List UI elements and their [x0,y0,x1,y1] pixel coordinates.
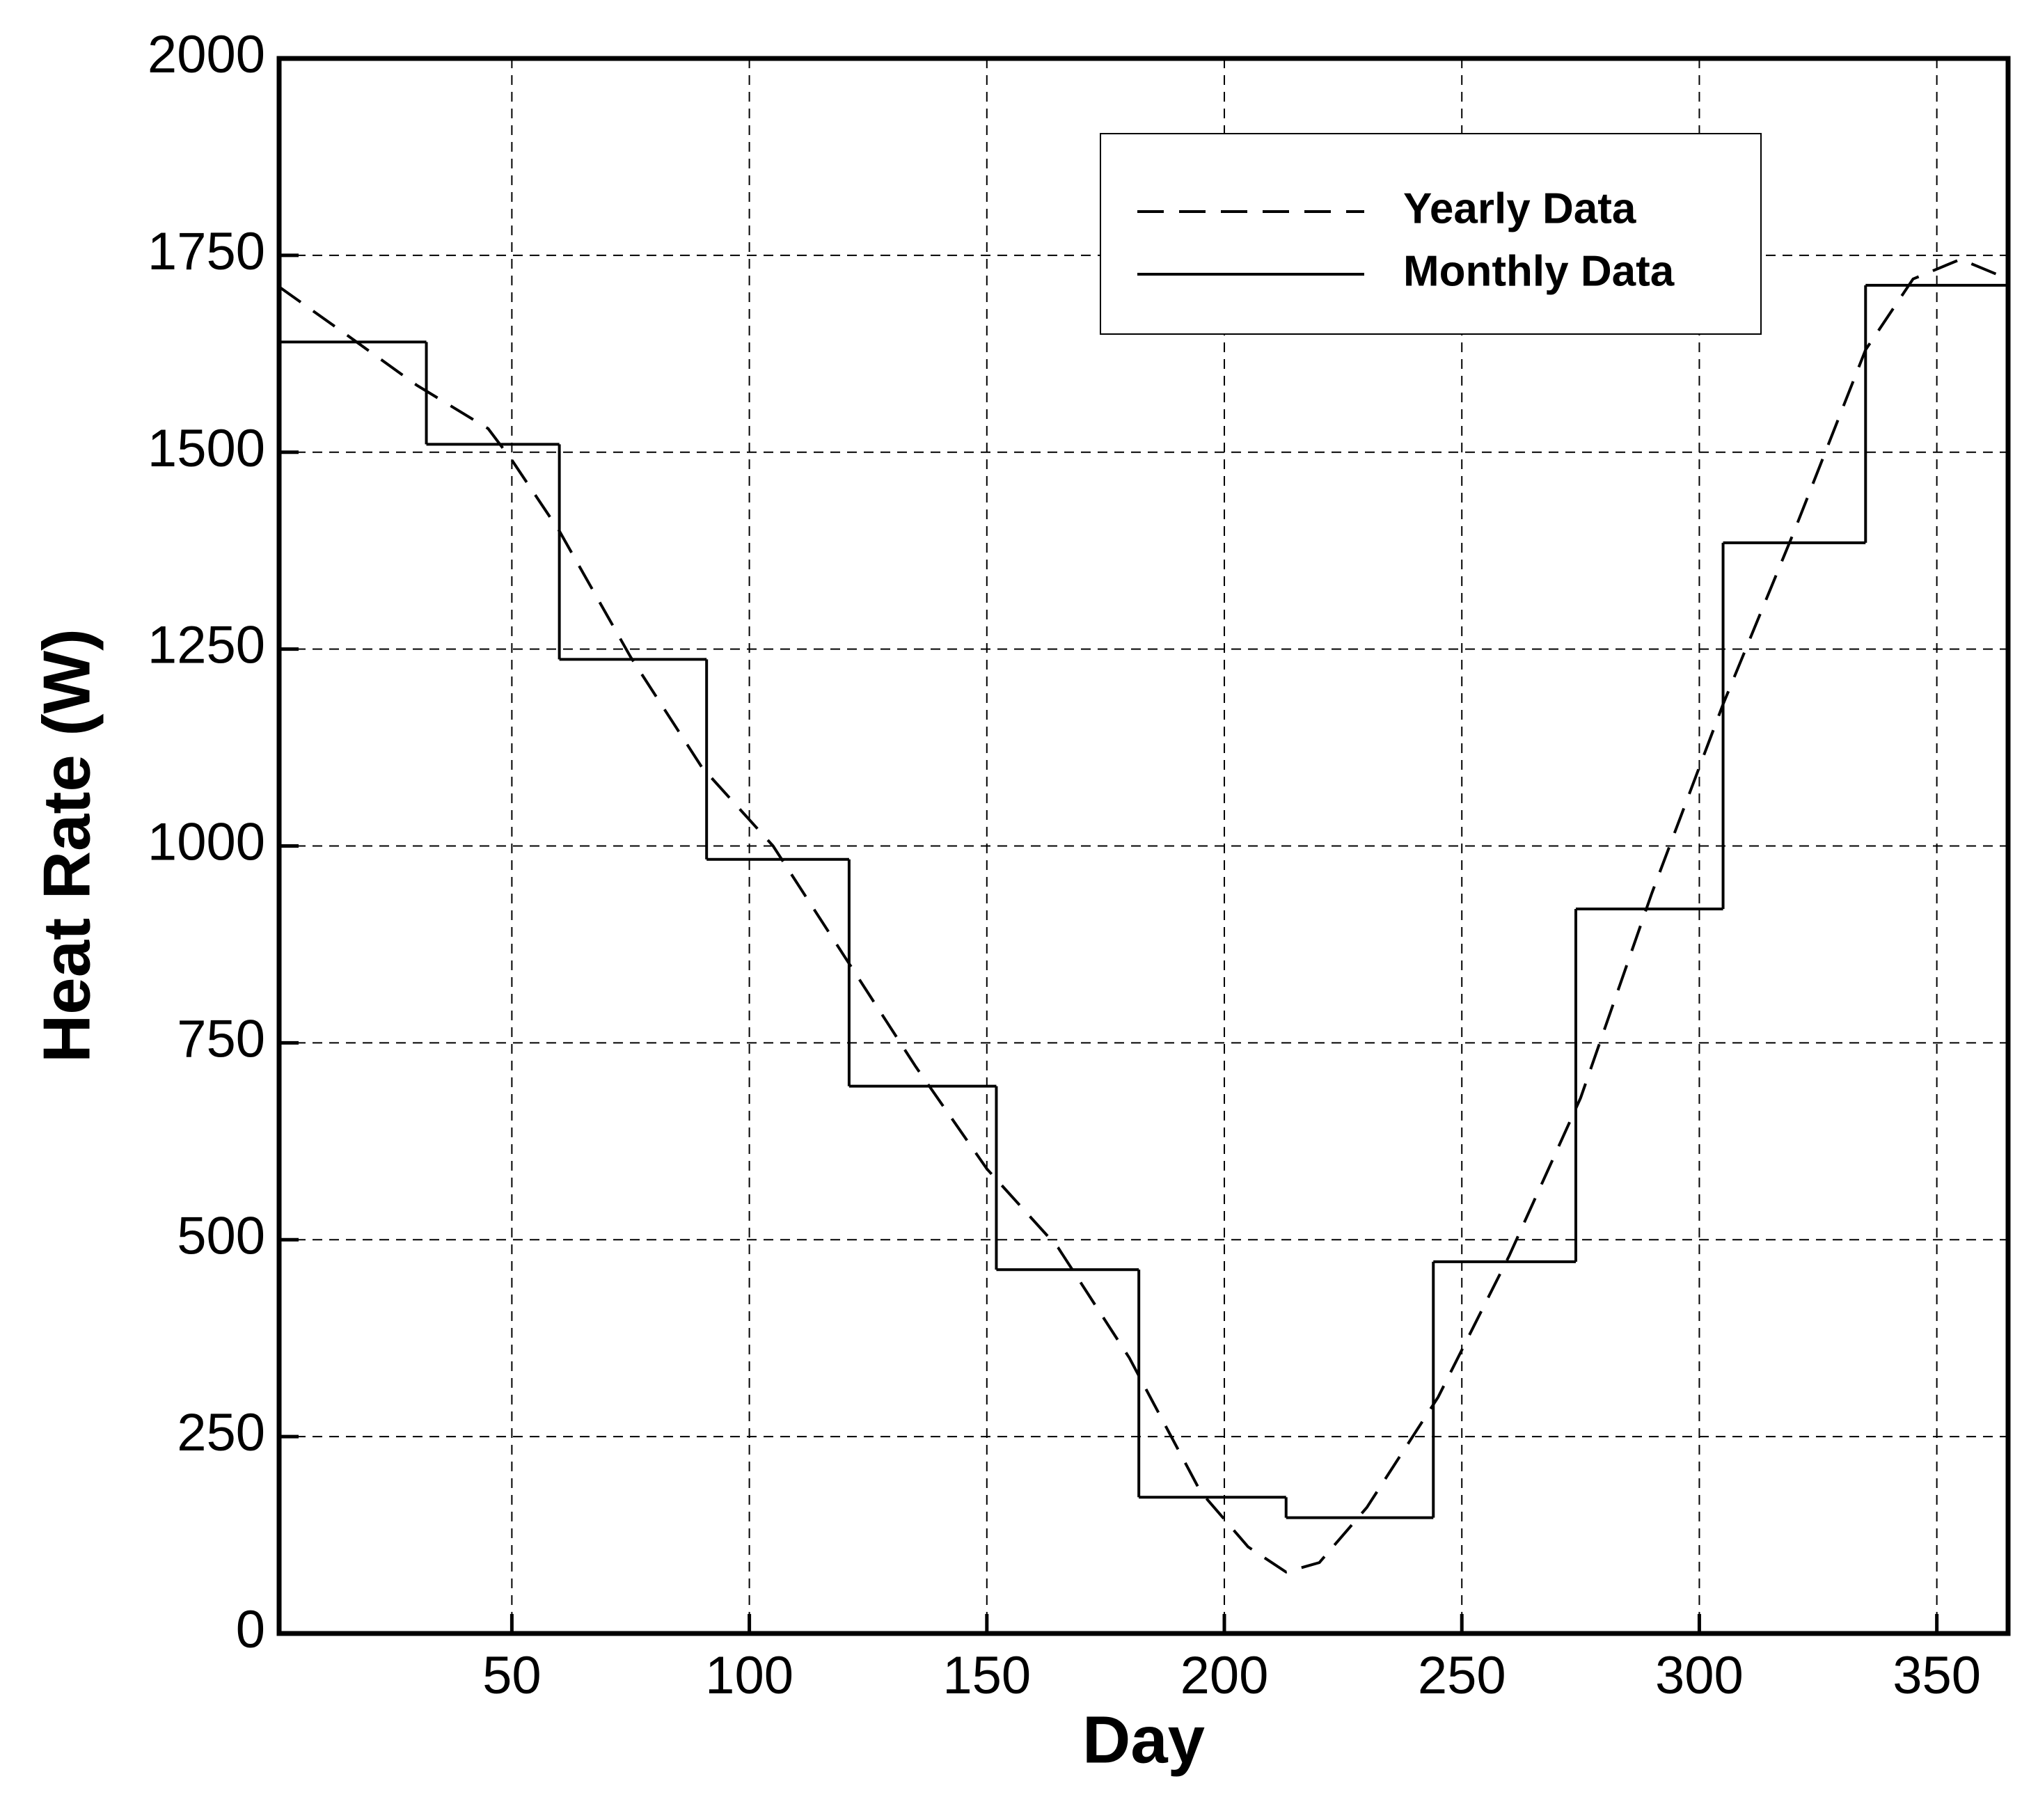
x-axis-label: Day [1082,1702,1205,1777]
legend-label: Yearly Data [1403,184,1636,232]
y-tick-label: 1500 [148,419,265,478]
x-tick-label: 100 [705,1646,793,1705]
y-tick-label: 1250 [148,616,265,675]
x-tick-label: 50 [482,1646,542,1705]
y-tick-label: 250 [177,1403,265,1462]
y-tick-label: 750 [177,1009,265,1068]
y-tick-label: 0 [236,1600,265,1659]
y-tick-label: 500 [177,1206,265,1265]
x-tick-label: 300 [1655,1646,1744,1705]
legend-box [1100,133,1762,335]
y-tick-label: 1750 [148,222,265,281]
x-tick-label: 200 [1180,1646,1269,1705]
plot-frame [276,56,2011,1636]
x-tick-label: 150 [942,1646,1031,1705]
legend-label: Monthly Data [1403,247,1675,295]
y-tick-label: 2000 [148,25,265,84]
yearly-line [278,258,2009,1574]
x-tick-label: 250 [1418,1646,1506,1705]
x-tick-label: 350 [1893,1646,1981,1705]
y-tick-label: 1000 [148,813,265,872]
y-axis-label: Heat Rate (W) [29,628,104,1063]
